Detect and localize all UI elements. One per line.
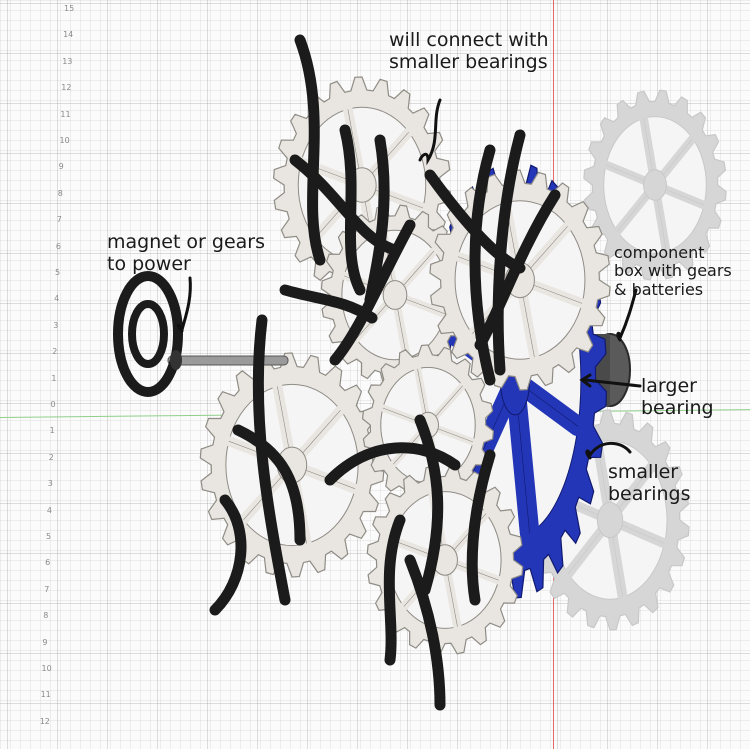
hand-drawn-arrow — [418, 98, 442, 166]
gear-hub — [382, 280, 408, 310]
annotation-smaller-bearings: smaller bearings — [608, 461, 691, 506]
curved-blade — [469, 144, 496, 386]
hand-drawn-arrow — [616, 288, 638, 342]
hand-drawn-arrow — [585, 441, 632, 460]
curved-blade — [424, 169, 526, 274]
curved-blade — [474, 189, 561, 351]
magnet-wheel-rim — [113, 271, 183, 397]
annotation-line: larger — [641, 375, 697, 397]
annotation-line: box with gears — [614, 261, 732, 281]
curved-blade — [466, 449, 496, 606]
curved-blade — [339, 124, 366, 296]
ruler-tick-label: 8 — [43, 611, 49, 621]
ruler-tick-label: 9 — [58, 162, 64, 172]
annotation-line: magnet or gears — [107, 231, 266, 253]
annotation-component-box: component box with gears & batteries — [614, 243, 732, 299]
ruler-tick-label: 6 — [55, 241, 61, 251]
curved-blade — [404, 554, 446, 711]
ruler-tick-label: 13 — [62, 56, 73, 66]
curved-blade — [232, 424, 306, 546]
ruler-tick-label: 6 — [45, 558, 51, 568]
curved-blade — [414, 414, 444, 596]
ruler-tick-label: 7 — [56, 215, 62, 225]
annotation-line: will connect with — [389, 29, 549, 51]
gear-hub — [643, 169, 667, 201]
curved-blade — [209, 494, 247, 616]
annotation-arrows — [176, 98, 642, 460]
ruler-tick-label: 12 — [61, 83, 72, 93]
ruler-tick-label: 2 — [48, 452, 54, 462]
annotation-line: bearings — [608, 482, 691, 505]
curved-blade — [324, 442, 461, 486]
ruler-tick-label: 10 — [59, 136, 70, 145]
annotation-smaller-bearings-connect: will connect with smaller bearings — [389, 29, 549, 74]
ruler-tick-label: 4 — [46, 505, 52, 515]
ruler-tick-label: 7 — [44, 584, 50, 594]
ruler-tick-label: 15 — [64, 4, 75, 13]
magnet-wheel-inner — [128, 300, 168, 368]
curved-blade — [252, 314, 291, 606]
annotation-line: smaller bearings — [389, 50, 548, 73]
vertical-ruler: 15 14 13 12 11 10 9 8 7 6 5 4 3 2 1 0 1 2 3 4 5 6 7 8 9 10 11 12 — [0, 0, 75, 749]
annotation-magnet-power: magnet or gears to power — [107, 231, 266, 276]
shadow-gear — [583, 89, 727, 281]
ruler-tick-label: 14 — [63, 30, 74, 40]
ruler-tick-label: 2 — [52, 347, 58, 357]
ruler-tick-label: 5 — [55, 268, 61, 277]
ruler-tick-label: 10 — [41, 664, 52, 673]
gear-center — [361, 344, 495, 506]
ruler-tick-label: 1 — [49, 426, 55, 436]
gear-hub — [596, 501, 624, 539]
ruler-tick-label: 4 — [54, 294, 60, 304]
annotation-line: & batteries — [614, 279, 704, 299]
annotation-line: component — [614, 243, 705, 262]
ruler-tick-label: 0 — [50, 400, 56, 409]
ruler-tick-label: 12 — [39, 716, 50, 726]
curved-blade — [279, 284, 378, 324]
magnet-wheel-hub — [170, 350, 182, 370]
hand-drawn-arrow — [176, 276, 192, 335]
ruler-tick-label: 3 — [47, 479, 53, 489]
annotation-line: to power — [107, 252, 191, 275]
ruler-tick-label: 5 — [46, 532, 52, 541]
ruler-tick-label: 9 — [42, 637, 48, 647]
annotation-line: smaller — [608, 461, 679, 483]
annotation-larger-bearing: larger bearing — [641, 375, 714, 420]
axle-shaft — [167, 355, 289, 366]
ruler-tick-label: 11 — [40, 690, 51, 700]
ruler-tick-label: 11 — [60, 109, 71, 119]
hand-drawn-arrow — [579, 373, 642, 388]
curved-blade — [294, 34, 326, 266]
annotation-line: bearing — [641, 396, 714, 419]
ruler-tick-label: 8 — [57, 188, 63, 198]
blade-layer — [209, 34, 561, 711]
curved-blade — [364, 134, 390, 306]
ruler-tick-label: 1 — [51, 373, 57, 383]
curved-blade — [329, 219, 416, 366]
curved-blade — [383, 514, 406, 666]
ruler-tick-label: 3 — [53, 320, 59, 330]
